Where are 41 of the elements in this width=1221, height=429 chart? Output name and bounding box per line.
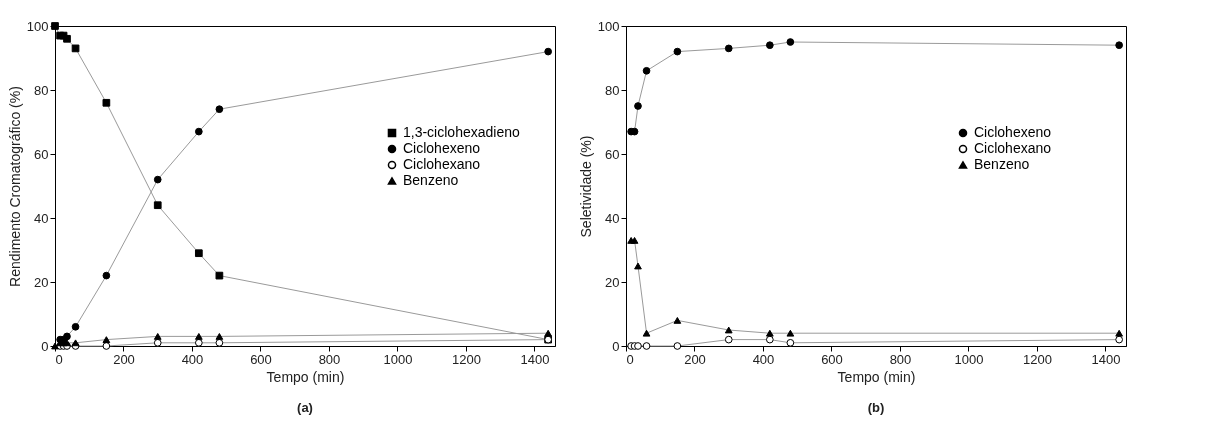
y-tick-label: 60: [34, 146, 49, 162]
x-tick-label: 1200: [452, 351, 481, 367]
legend-label: Ciclohexeno: [974, 124, 1052, 140]
x-tick-label: 1000: [954, 351, 984, 367]
legend-label: Ciclohexano: [403, 156, 481, 172]
x-tick-label: 400: [752, 351, 775, 367]
y-tick-label: 100: [26, 18, 49, 34]
x-tick-label: 800: [318, 351, 341, 367]
y-tick-label: 0: [612, 338, 620, 354]
y-tick-label: 20: [34, 274, 49, 290]
legend-label: Benzeno: [403, 172, 459, 188]
x-tick-label: 1400: [520, 351, 550, 367]
legend-label: Benzeno: [974, 156, 1030, 172]
text: (a): [297, 400, 313, 415]
y-tick-label: 20: [605, 274, 620, 290]
y-tick-label: 80: [605, 82, 620, 98]
y-tick-label: 60: [605, 146, 620, 162]
y-axis-title: Seletividade (%): [577, 135, 594, 238]
x-axis-title: Tempo (min): [837, 368, 916, 385]
legend-label: Ciclohexano: [974, 140, 1052, 156]
x-tick-label: 800: [889, 351, 912, 367]
legend-label: 1,3-ciclohexadieno: [403, 124, 520, 140]
y-axis-title: Rendimento Cromatográfico (%): [6, 86, 23, 287]
x-tick-label: 200: [684, 351, 706, 367]
x-tick-label: 0: [55, 351, 63, 367]
y-tick-label: 40: [605, 210, 620, 226]
x-tick-label: 400: [181, 351, 204, 367]
y-tick-label: 40: [34, 210, 49, 226]
x-tick-label: 1000: [383, 351, 413, 367]
x-tick-label: 600: [250, 351, 272, 367]
x-tick-label: 1200: [1023, 351, 1052, 367]
x-axis-title: Tempo (min): [266, 368, 345, 385]
x-tick-label: 200: [113, 351, 135, 367]
y-tick-label: 80: [34, 82, 49, 98]
x-tick-label: 600: [821, 351, 843, 367]
text: (b): [867, 400, 885, 415]
x-tick-label: 0: [626, 351, 634, 367]
y-tick-label: 0: [41, 338, 49, 354]
y-tick-label: 100: [597, 18, 620, 34]
x-tick-label: 1400: [1091, 351, 1121, 367]
legend-label: Ciclohexeno: [403, 140, 481, 156]
